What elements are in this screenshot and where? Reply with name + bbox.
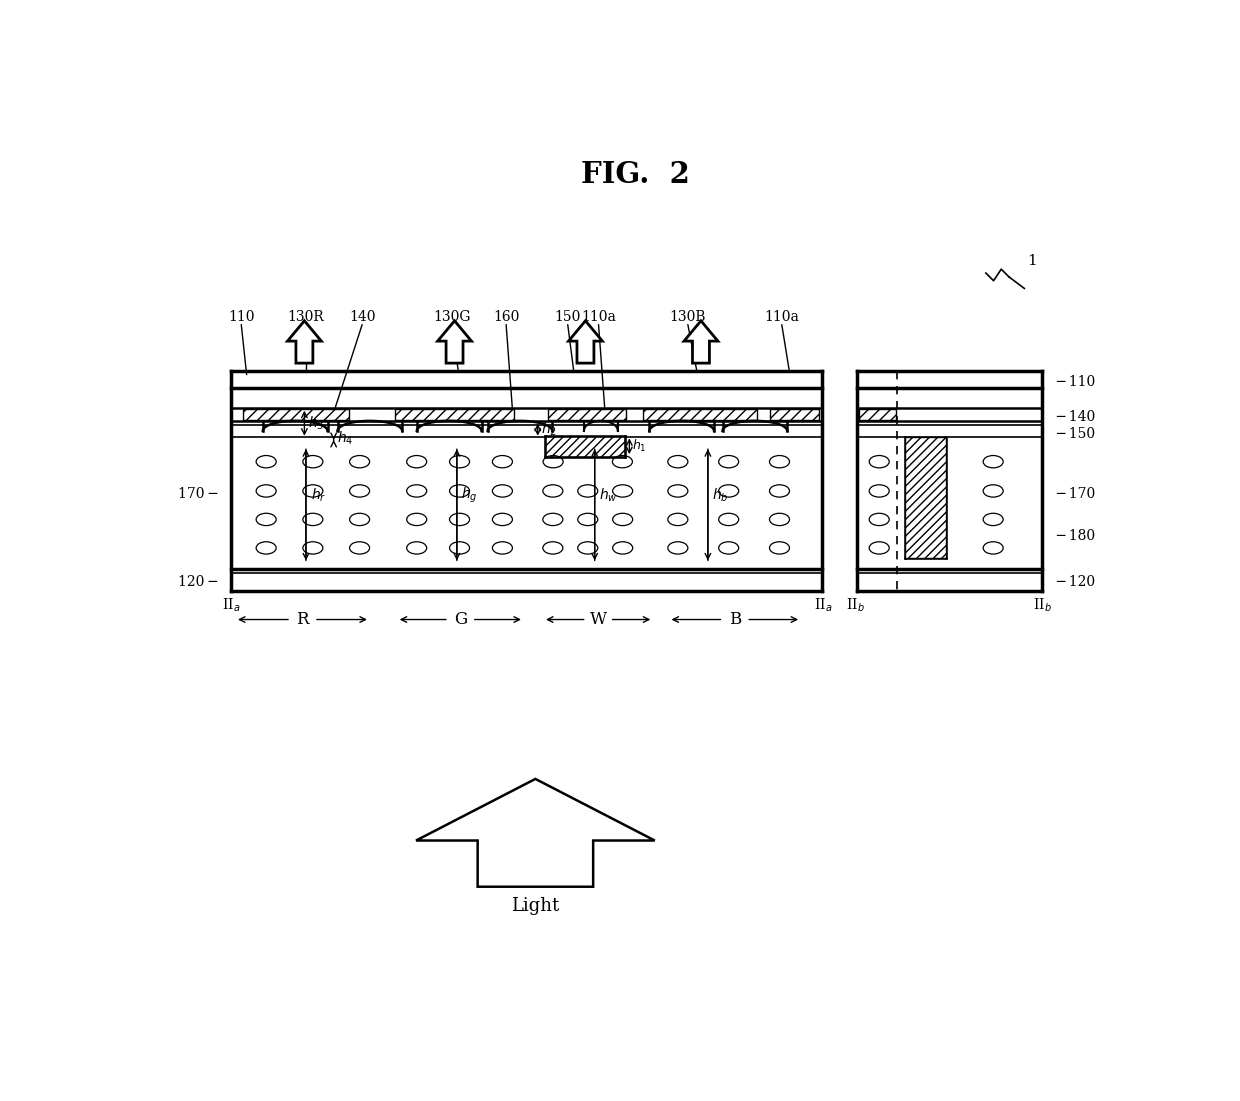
Bar (396, 408, 513, 421)
Text: 130G: 130G (434, 309, 471, 324)
Polygon shape (288, 320, 321, 363)
Text: $h_g$: $h_g$ (461, 486, 479, 505)
Text: $h_r$: $h_r$ (310, 487, 326, 504)
Text: $h_3$: $h_3$ (309, 414, 325, 432)
Text: ─ 120: ─ 120 (1056, 575, 1095, 589)
Text: FIG.  2: FIG. 2 (582, 160, 689, 189)
Text: ─ 110: ─ 110 (1056, 374, 1095, 389)
Bar (546, 436, 625, 457)
Text: 150: 150 (554, 309, 580, 324)
Text: ─ 180: ─ 180 (1056, 530, 1095, 544)
Text: 110a: 110a (764, 309, 800, 324)
Text: W: W (589, 611, 606, 628)
Text: 120 ─: 120 ─ (179, 575, 217, 589)
Polygon shape (417, 778, 655, 886)
Text: $h_2$: $h_2$ (541, 421, 557, 438)
Text: $h_b$: $h_b$ (713, 487, 729, 504)
Text: 110a: 110a (582, 309, 616, 324)
Bar (905, 437, 946, 558)
Text: 140: 140 (348, 309, 376, 324)
Text: II$_b$: II$_b$ (847, 597, 866, 614)
Bar (644, 408, 758, 421)
Bar (548, 408, 626, 421)
Bar (243, 408, 350, 421)
Text: B: B (729, 611, 742, 628)
Text: II$_a$: II$_a$ (222, 597, 241, 614)
Text: R: R (296, 611, 309, 628)
Text: ─ 140: ─ 140 (1056, 410, 1095, 424)
Text: Light: Light (511, 897, 559, 915)
Text: 110: 110 (228, 309, 254, 324)
Text: 130B: 130B (670, 309, 706, 324)
Text: ─ 170: ─ 170 (1056, 487, 1095, 501)
Text: 130R: 130R (288, 309, 325, 324)
Bar (859, 408, 895, 421)
Text: $h_w$: $h_w$ (599, 487, 618, 504)
Text: $h_4$: $h_4$ (337, 429, 353, 447)
Text: $h_1$: $h_1$ (632, 438, 647, 455)
Bar (770, 408, 818, 421)
Text: 1: 1 (1027, 254, 1037, 269)
Text: ─ 150: ─ 150 (1056, 427, 1095, 442)
Polygon shape (438, 320, 471, 363)
Text: II$_b$: II$_b$ (1033, 597, 1052, 614)
Text: G: G (454, 611, 467, 628)
Text: 160: 160 (494, 309, 520, 324)
Polygon shape (568, 320, 603, 363)
Text: II$_a$: II$_a$ (815, 597, 832, 614)
Text: 170 ─: 170 ─ (179, 487, 217, 501)
Polygon shape (684, 320, 718, 363)
